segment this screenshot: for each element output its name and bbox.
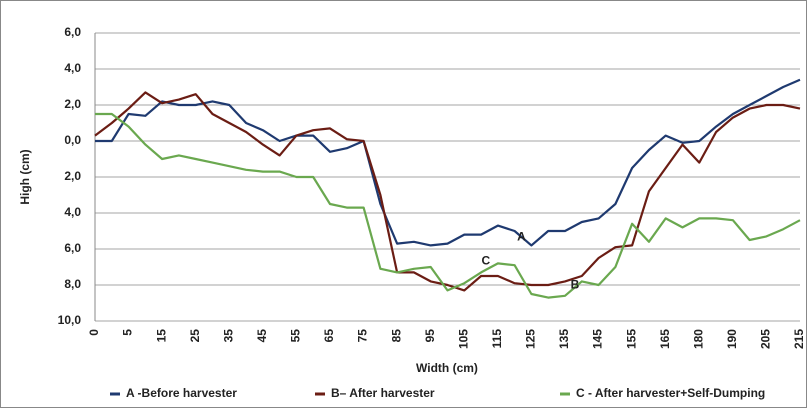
x-tick-label: 45 — [255, 329, 269, 343]
legend-label: B– After harvester — [331, 386, 435, 400]
x-axis-title: Width (cm) — [416, 361, 478, 375]
x-tick-label: 85 — [389, 329, 403, 343]
x-tick-label: 190 — [725, 329, 739, 349]
y-tick-label: 4,0 — [64, 61, 81, 75]
y-tick-label: 6,0 — [64, 25, 81, 39]
x-tick-label: 15 — [154, 329, 168, 343]
series-line — [95, 78, 801, 247]
x-tick-label: 65 — [322, 329, 336, 343]
x-tick-label: 125 — [524, 329, 538, 349]
y-tick-label: 4,0 — [64, 205, 81, 219]
series-line — [94, 91, 801, 292]
x-tick-label: 5 — [121, 329, 135, 336]
x-tick-label: 180 — [691, 329, 705, 349]
annotation: B — [571, 278, 580, 292]
y-tick-label: 2,0 — [64, 97, 81, 111]
x-tick-label: 55 — [289, 329, 303, 343]
x-tick-label: 115 — [490, 329, 504, 349]
y-axis-title: High (cm) — [18, 149, 32, 204]
x-tick-label: 155 — [624, 329, 638, 349]
legend-label: A -Before harvester — [126, 386, 237, 400]
annotation: C — [482, 254, 491, 268]
x-tick-label: 35 — [221, 329, 235, 343]
x-tick-label: 165 — [658, 329, 672, 349]
y-tick-label: 6,0 — [64, 241, 81, 255]
x-tick-label: 145 — [591, 329, 605, 349]
x-tick-label: 25 — [188, 329, 202, 343]
x-tick-label: 0 — [87, 329, 101, 336]
x-tick-label: 215 — [792, 329, 806, 349]
x-tick-label: 105 — [456, 329, 470, 349]
annotation: A — [517, 230, 526, 244]
x-tick-label: 135 — [557, 329, 571, 349]
x-tick-label: 75 — [356, 329, 370, 343]
x-tick-label: 95 — [423, 329, 437, 343]
y-tick-label: 8,0 — [64, 277, 81, 291]
legend-label: C - After harvester+Self-Dumping — [576, 386, 765, 400]
y-tick-label: 0,0 — [64, 133, 81, 147]
series-line — [95, 112, 801, 299]
y-tick-label: 2,0 — [64, 169, 81, 183]
x-tick-label: 205 — [759, 329, 773, 349]
y-tick-label: 10,0 — [58, 313, 82, 327]
